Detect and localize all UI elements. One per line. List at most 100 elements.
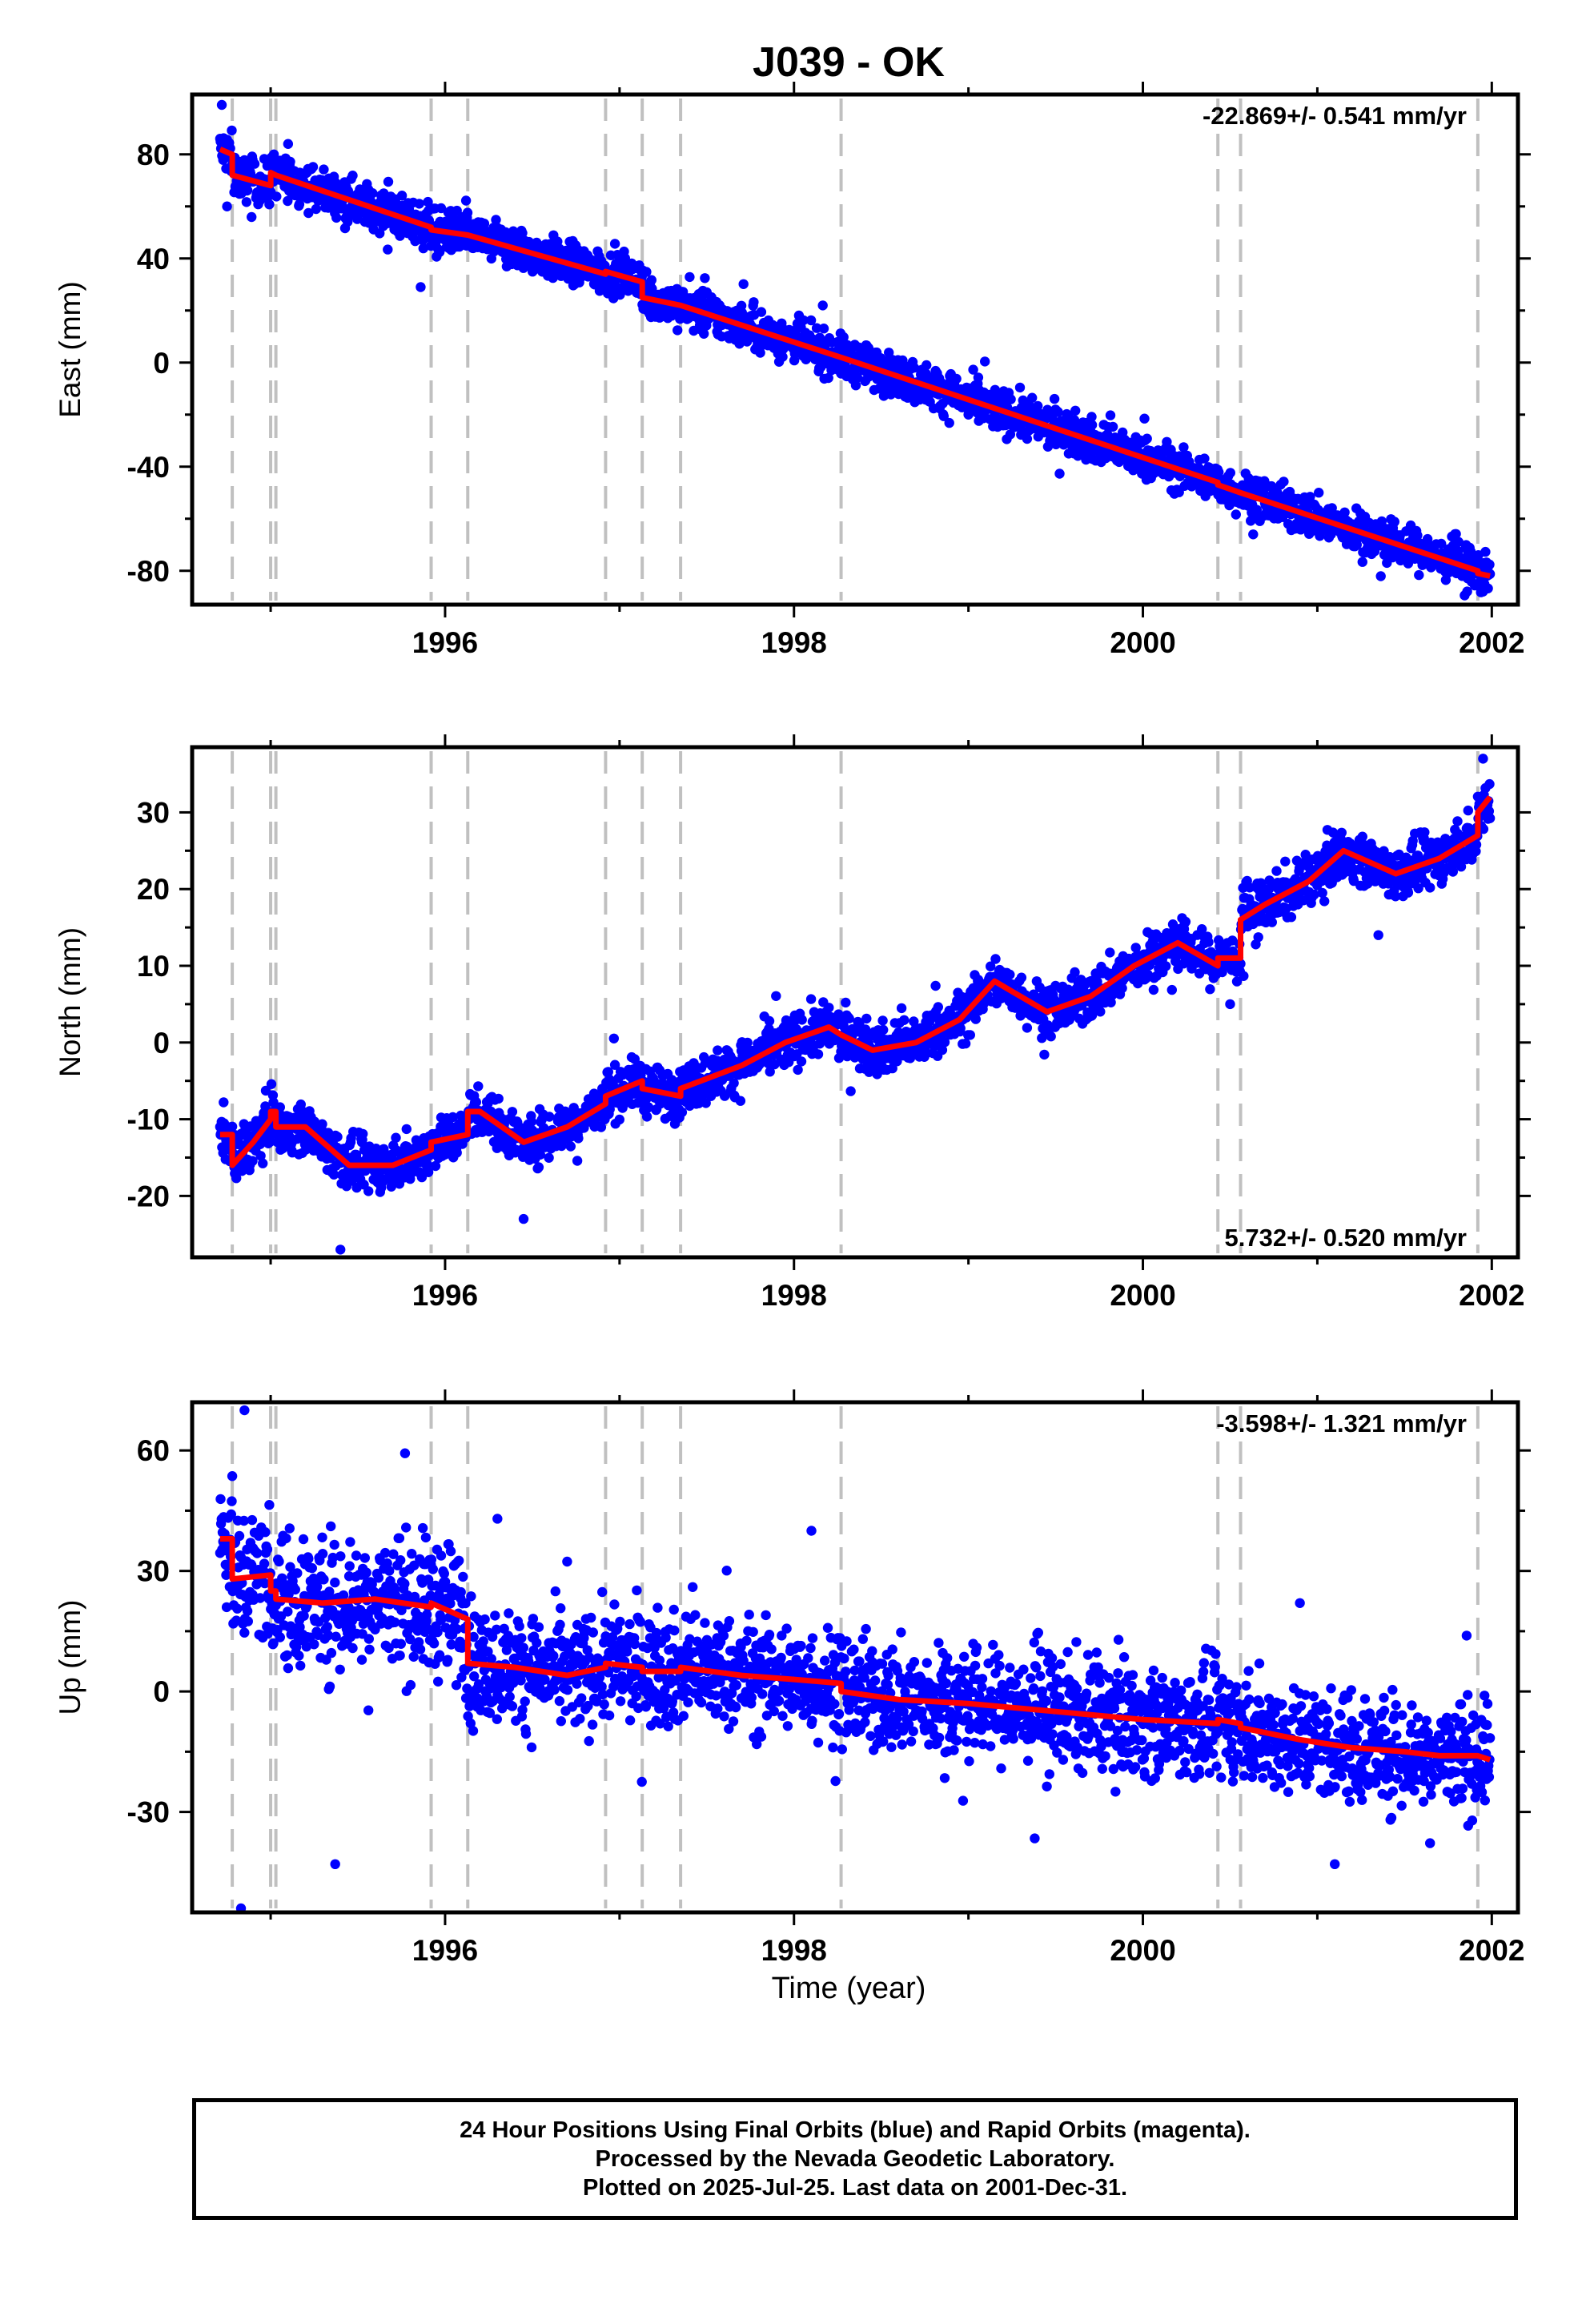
north-point (317, 1119, 327, 1129)
north-point (965, 1030, 976, 1040)
north-point (793, 1064, 803, 1076)
north-point (363, 1186, 374, 1196)
north-point (1086, 1010, 1098, 1021)
east-point (414, 199, 424, 209)
east-point (311, 203, 321, 215)
north-point (1231, 976, 1243, 987)
north-point (1319, 896, 1330, 907)
north-point (1166, 984, 1178, 995)
north-point (1336, 827, 1347, 838)
east-point (434, 247, 445, 257)
east-point (951, 373, 962, 384)
north-point (526, 1116, 537, 1127)
east-point (777, 352, 788, 362)
east-point (641, 267, 652, 277)
north-point (1161, 961, 1171, 971)
east-rate-label: -22.869+/- 0.541 mm/yr (1203, 102, 1467, 130)
north-point (986, 961, 996, 971)
north-point (955, 1023, 966, 1034)
north-point (1148, 984, 1159, 995)
north-point (796, 1056, 807, 1067)
east-point (1053, 407, 1063, 417)
north-point (1357, 831, 1368, 842)
north-point (227, 1121, 238, 1132)
east-point (307, 162, 319, 172)
north-point (939, 1037, 950, 1047)
north-point (579, 1123, 589, 1133)
east-point (701, 287, 712, 298)
north-point (231, 1173, 242, 1184)
north-point (1253, 932, 1263, 943)
north-point (1005, 969, 1015, 980)
east-y-tick-label: -40 (127, 451, 170, 484)
east-point (1054, 468, 1065, 479)
north-point (701, 1098, 711, 1108)
east-point (1086, 420, 1098, 430)
north-point (391, 1132, 401, 1143)
north-point (1039, 1049, 1050, 1060)
north-point (838, 1020, 849, 1031)
north-point (452, 1148, 462, 1158)
north-point (845, 1086, 856, 1096)
east-point (1214, 467, 1224, 477)
north-point (937, 1044, 948, 1055)
east-point (1199, 453, 1210, 464)
north-point (990, 954, 1001, 964)
east-point (367, 188, 378, 199)
north-point (1046, 1031, 1056, 1042)
north-point (1205, 984, 1215, 995)
north-point (861, 1013, 872, 1024)
north-point (1022, 1023, 1033, 1033)
east-point (1462, 586, 1472, 597)
north-point (1452, 816, 1463, 826)
north-point (471, 1097, 481, 1108)
east-point (909, 363, 920, 373)
east-x-tick-label: 1996 (412, 626, 478, 659)
north-point (507, 1107, 518, 1117)
east-point (347, 171, 358, 181)
east-point (749, 297, 759, 308)
east-point (1050, 439, 1062, 450)
east-x-tick-label: 1998 (761, 626, 827, 659)
north-point (1180, 916, 1191, 927)
east-y-tick-label: 0 (153, 347, 170, 380)
east-point (615, 289, 625, 300)
east-point (968, 364, 978, 375)
north-point (219, 1097, 229, 1108)
north-point (713, 1045, 723, 1055)
east-point (1005, 429, 1016, 440)
east-point (818, 324, 829, 334)
east-point (1022, 433, 1033, 444)
north-point (643, 1102, 654, 1112)
north-point (267, 1090, 279, 1100)
east-point (838, 332, 849, 343)
east-point (1139, 413, 1150, 424)
east-model-line (219, 147, 1491, 579)
figure-title: J039 - OK (753, 39, 945, 86)
east-x-tick-label: 2002 (1459, 626, 1524, 659)
east-point (222, 201, 232, 211)
north-point (1070, 967, 1080, 978)
east-y-tick-label: 80 (137, 139, 170, 171)
east-point (479, 219, 490, 229)
north-point (797, 1015, 807, 1025)
east-point (1375, 571, 1386, 581)
east-point (1447, 607, 1457, 617)
north-point (824, 1003, 834, 1013)
north-point (1280, 856, 1291, 867)
east-point (1178, 442, 1189, 452)
north-point (677, 1107, 688, 1118)
east-point (460, 195, 472, 206)
north-point (544, 1152, 554, 1164)
east-point (980, 356, 990, 367)
east-point (319, 164, 329, 175)
east-point (242, 185, 253, 195)
north-point (930, 980, 941, 991)
north-point (604, 1104, 615, 1115)
east-point (1339, 507, 1350, 517)
north-point (295, 1099, 306, 1110)
east-point (396, 191, 408, 201)
north-point (1447, 866, 1459, 877)
north-points (215, 754, 1496, 1255)
